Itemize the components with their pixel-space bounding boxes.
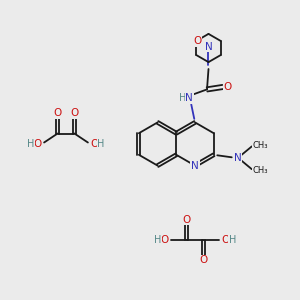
Text: CH₃: CH₃ — [253, 141, 268, 150]
Text: O: O — [221, 235, 229, 245]
Text: O: O — [199, 255, 208, 266]
Text: CH₃: CH₃ — [253, 166, 268, 175]
Text: O: O — [90, 139, 99, 149]
Text: O: O — [194, 36, 202, 46]
Text: O: O — [224, 82, 232, 92]
Text: O: O — [161, 235, 169, 245]
Text: H: H — [154, 235, 161, 245]
Text: N: N — [191, 160, 199, 171]
Text: N: N — [185, 93, 193, 103]
Text: H: H — [98, 139, 105, 149]
Text: O: O — [33, 139, 42, 149]
Text: H: H — [229, 235, 236, 245]
Text: O: O — [53, 108, 62, 118]
Text: H: H — [27, 139, 34, 149]
Text: O: O — [70, 108, 79, 118]
Text: O: O — [182, 214, 191, 225]
Text: H: H — [179, 93, 186, 103]
Text: N: N — [234, 153, 242, 163]
Text: N: N — [205, 41, 212, 52]
